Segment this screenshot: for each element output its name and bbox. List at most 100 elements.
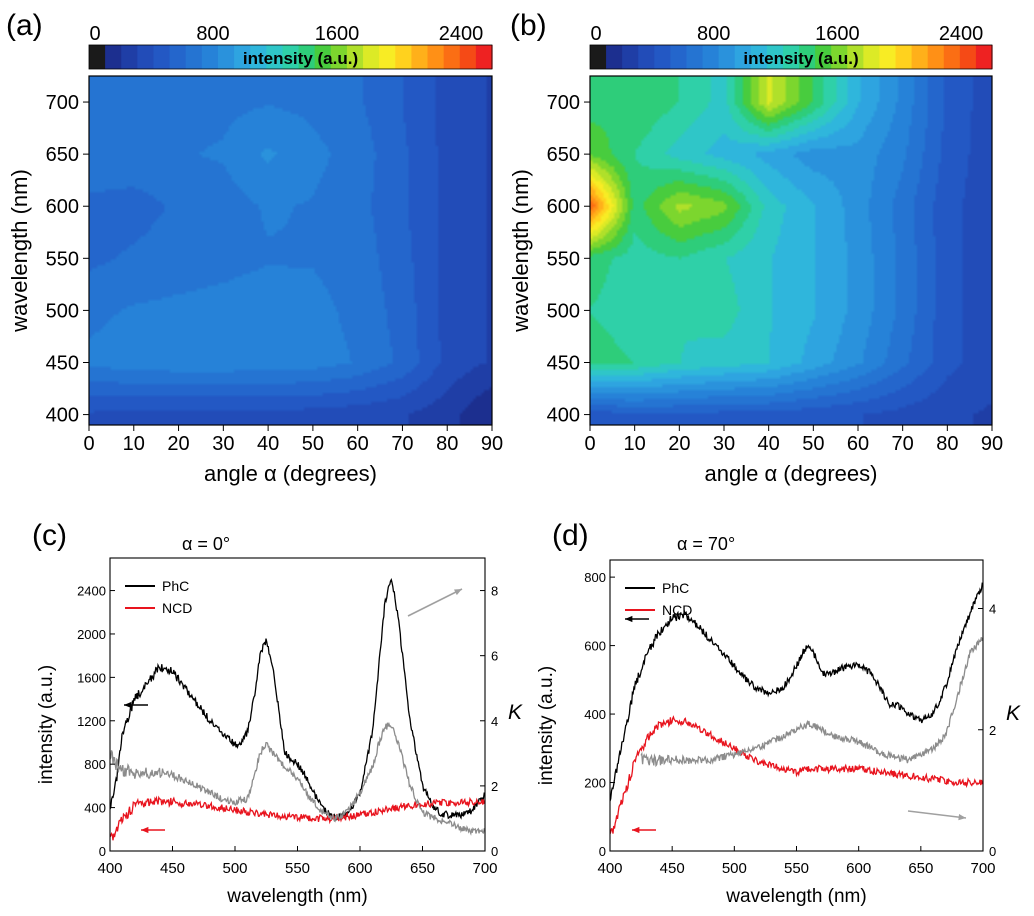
x-tick-label: 20 bbox=[668, 433, 690, 455]
x-tick-label: 40 bbox=[758, 433, 780, 455]
x-tick-label: 550 bbox=[784, 860, 809, 877]
panel-c-series-k bbox=[110, 721, 485, 836]
y2-tick-label: 8 bbox=[491, 584, 498, 599]
x-tick-label: 0 bbox=[83, 433, 94, 455]
y-axis-label: wavelength (nm) bbox=[7, 169, 32, 333]
y-tick-label: 700 bbox=[46, 92, 79, 114]
x-tick-label: 30 bbox=[713, 433, 735, 455]
x-tick-label: 70 bbox=[892, 433, 914, 455]
colorbar-frame bbox=[88, 44, 493, 70]
x-tick-label: 30 bbox=[212, 433, 234, 455]
x-tick-label: 10 bbox=[624, 433, 646, 455]
y-tick-label: 400 bbox=[584, 707, 606, 722]
colorbar-label: intensity (a.u.) bbox=[743, 49, 858, 68]
y2-tick-label: 2 bbox=[989, 723, 996, 738]
colorbar-swatch bbox=[266, 45, 284, 69]
y2-tick-label: 4 bbox=[491, 714, 498, 729]
colorbar-swatch bbox=[105, 45, 122, 69]
x-tick-label: 650 bbox=[410, 860, 435, 877]
panel-b-plot-frame bbox=[589, 75, 993, 426]
colorbar-swatch bbox=[475, 45, 493, 69]
y2-axis-label: K bbox=[508, 701, 523, 724]
colorbar-tick-label: 1600 bbox=[815, 23, 860, 45]
k-axis-arrow-icon bbox=[907, 810, 967, 819]
x-tick-label: 40 bbox=[257, 433, 279, 455]
lineplot-layer bbox=[109, 557, 984, 852]
y2-axis-label: K bbox=[1006, 702, 1021, 725]
colorbar-swatch bbox=[766, 45, 784, 69]
x-tick-label: 50 bbox=[302, 433, 324, 455]
colorbar-swatch bbox=[895, 45, 913, 69]
panel-b-heatmap-image bbox=[590, 76, 992, 425]
x-tick-label: 500 bbox=[222, 860, 247, 877]
legend-label: NCD bbox=[162, 600, 192, 616]
y-tick-label: 0 bbox=[599, 844, 606, 859]
colorbar-swatch bbox=[734, 45, 752, 69]
k-axis-arrow-icon bbox=[407, 588, 463, 617]
panel-c-series-ncd bbox=[110, 795, 485, 841]
y-tick-label: 650 bbox=[46, 144, 79, 166]
legend-label: NCD bbox=[662, 602, 692, 618]
y-tick-label: 1200 bbox=[77, 714, 106, 729]
colorbar-swatch bbox=[831, 45, 848, 69]
colorbar-tick-label: 0 bbox=[590, 23, 601, 45]
y2-tick-label: 0 bbox=[491, 844, 498, 859]
x-tick-label: 700 bbox=[472, 860, 497, 877]
panel-d-series-k bbox=[640, 637, 983, 768]
x-tick-label: 500 bbox=[722, 860, 747, 877]
colorbar-tick-label: 800 bbox=[697, 23, 730, 45]
y-tick-label: 2400 bbox=[77, 584, 106, 599]
legend-label: PhC bbox=[162, 578, 189, 594]
colorbar-swatch bbox=[121, 45, 138, 69]
colorbar-swatch bbox=[379, 45, 396, 69]
x-tick-label: 10 bbox=[123, 433, 145, 455]
x-axis-label: angle α (degrees) bbox=[204, 461, 377, 486]
panel-d-series-phc bbox=[610, 582, 983, 802]
colorbar-swatch bbox=[590, 45, 607, 69]
x-tick-label: 80 bbox=[436, 433, 458, 455]
colorbar-swatch bbox=[459, 45, 477, 69]
colorbar-swatch bbox=[879, 45, 897, 69]
y-tick-label: 600 bbox=[584, 639, 606, 654]
colorbar-swatch bbox=[395, 45, 412, 69]
colorbar-swatch bbox=[927, 45, 945, 69]
legend-label: PhC bbox=[662, 580, 689, 596]
colorbar-tick-label: 0 bbox=[89, 23, 100, 45]
colorbar-swatch bbox=[250, 45, 267, 69]
colorbar-swatch bbox=[346, 45, 364, 69]
colorbar-swatch bbox=[911, 45, 929, 69]
y-tick-label: 600 bbox=[547, 196, 580, 218]
y-tick-label: 600 bbox=[46, 196, 79, 218]
x-tick-label: 60 bbox=[847, 433, 869, 455]
y-tick-label: 700 bbox=[547, 92, 580, 114]
y2-tick-label: 6 bbox=[491, 649, 498, 664]
x-tick-label: 90 bbox=[481, 433, 503, 455]
colorbar-swatch bbox=[638, 45, 655, 69]
x-tick-label: 600 bbox=[347, 860, 372, 877]
colorbar-swatch bbox=[282, 45, 300, 69]
colorbar-swatch bbox=[234, 45, 251, 69]
x-tick-label: 80 bbox=[936, 433, 958, 455]
colorbar-swatch bbox=[959, 45, 977, 69]
x-tick-label: 650 bbox=[908, 860, 933, 877]
heatmap-layer bbox=[83, 75, 993, 431]
y-tick-label: 400 bbox=[547, 405, 580, 427]
colorbar-swatch bbox=[298, 45, 316, 69]
k-axis-arrow-icon-head bbox=[958, 814, 966, 821]
colorbar-swatch bbox=[427, 45, 445, 69]
colorbar-swatch bbox=[975, 45, 993, 69]
x-axis-label: angle α (degrees) bbox=[705, 461, 878, 486]
colorbar-tick-label: 1600 bbox=[315, 23, 360, 45]
x-tick-label: 700 bbox=[970, 860, 995, 877]
y-tick-label: 550 bbox=[547, 248, 580, 270]
x-tick-label: 600 bbox=[846, 860, 871, 877]
y2-tick-label: 4 bbox=[989, 602, 996, 617]
y-axis-label: intensity (a.u.) bbox=[36, 665, 57, 784]
y-tick-label: 650 bbox=[547, 144, 580, 166]
colorbar-swatch bbox=[863, 45, 881, 69]
y2-tick-label: 0 bbox=[989, 844, 996, 859]
colorbar-swatch bbox=[363, 45, 380, 69]
colorbar-swatch bbox=[847, 45, 864, 69]
